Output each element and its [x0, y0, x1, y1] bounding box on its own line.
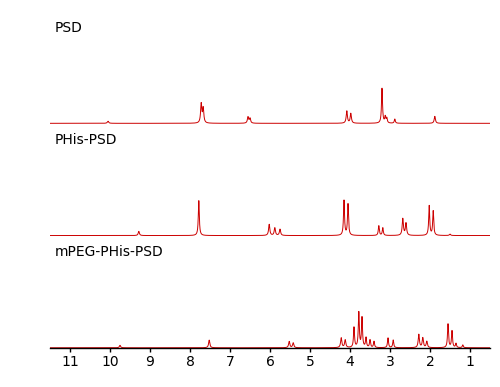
Text: PHis-PSD: PHis-PSD: [54, 133, 117, 147]
Text: PSD: PSD: [54, 21, 82, 34]
Text: mPEG-PHis-PSD: mPEG-PHis-PSD: [54, 245, 163, 259]
